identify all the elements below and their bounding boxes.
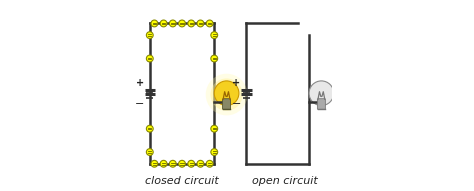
Text: +: + [136, 78, 144, 88]
Circle shape [160, 160, 167, 167]
Circle shape [211, 55, 218, 62]
Circle shape [169, 20, 176, 27]
Text: closed circuit: closed circuit [145, 176, 219, 186]
Circle shape [146, 149, 153, 155]
Circle shape [210, 79, 243, 111]
Circle shape [179, 20, 185, 27]
Circle shape [160, 20, 167, 27]
Circle shape [188, 160, 195, 167]
Circle shape [146, 32, 153, 39]
Circle shape [211, 149, 218, 155]
Circle shape [206, 20, 213, 27]
Circle shape [197, 20, 204, 27]
Circle shape [151, 20, 158, 27]
Text: −: − [232, 99, 241, 109]
Circle shape [206, 74, 247, 115]
Text: open circuit: open circuit [253, 176, 318, 186]
Circle shape [211, 32, 218, 39]
FancyBboxPatch shape [318, 99, 325, 109]
Circle shape [214, 81, 239, 106]
Circle shape [211, 125, 218, 132]
Circle shape [146, 55, 153, 62]
Circle shape [146, 125, 153, 132]
Text: +: + [232, 78, 241, 88]
Text: −: − [135, 99, 145, 109]
Circle shape [188, 20, 195, 27]
Circle shape [206, 160, 213, 167]
FancyBboxPatch shape [223, 99, 230, 109]
Circle shape [197, 160, 204, 167]
Circle shape [169, 160, 176, 167]
Circle shape [179, 160, 185, 167]
Circle shape [309, 81, 334, 106]
Circle shape [151, 160, 158, 167]
